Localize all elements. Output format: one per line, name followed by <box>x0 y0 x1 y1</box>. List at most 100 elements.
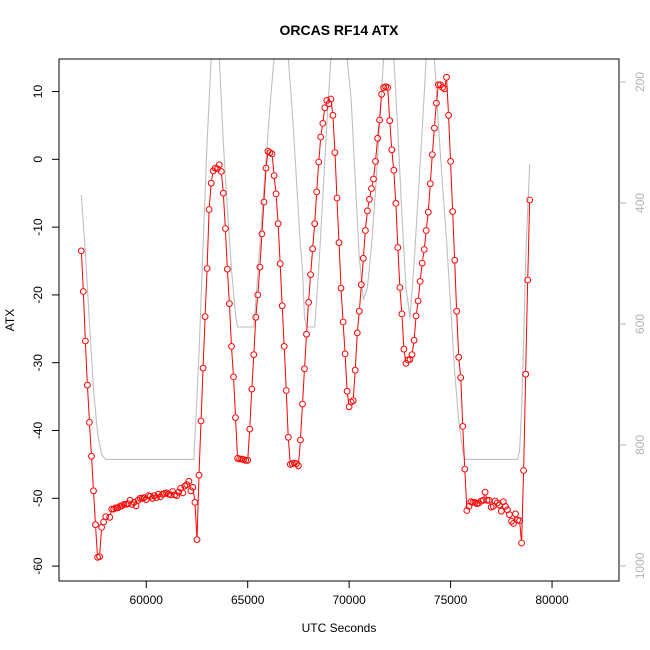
plot-area <box>77 59 534 561</box>
atx-line-segment <box>83 294 86 338</box>
atx-point <box>250 351 258 359</box>
atx-point <box>268 150 276 158</box>
atx-point <box>195 471 203 479</box>
atx-point <box>179 489 187 497</box>
atx-line-segment <box>229 307 232 344</box>
atx-line-segment <box>334 155 338 195</box>
atx-point <box>422 227 430 234</box>
atx-point <box>343 387 351 395</box>
atx-point <box>355 307 363 315</box>
atx-line-segment <box>318 140 321 159</box>
atx-point <box>408 351 416 359</box>
atx-point <box>463 507 471 514</box>
atx-line-segment <box>259 237 263 264</box>
atx-point <box>461 465 469 473</box>
atx-line-segment <box>255 298 258 314</box>
atx-point <box>254 291 262 299</box>
x-axis-label: UTC Seconds <box>302 621 377 635</box>
atx-line-segment <box>521 473 524 540</box>
atx-line-segment <box>365 214 368 228</box>
atx-line-segment <box>363 233 366 255</box>
atx-line-segment <box>302 372 305 401</box>
atx-point <box>351 366 359 374</box>
atx-point <box>96 553 103 560</box>
atx-point <box>272 190 280 198</box>
atx-point <box>260 198 268 206</box>
atx-point <box>394 244 402 251</box>
atx-point <box>92 521 99 529</box>
atx-line-segment <box>194 505 198 537</box>
atx-line-segment <box>314 195 317 221</box>
atx-point <box>376 116 384 124</box>
atx-point <box>222 225 229 232</box>
atx-point <box>424 208 432 216</box>
atx-point <box>284 433 292 441</box>
atx-line-segment <box>265 154 269 165</box>
y-tick-label: -40 <box>31 422 45 440</box>
atx-line-segment <box>527 203 531 277</box>
atx-line-segment <box>462 429 466 466</box>
atx-line-segment <box>261 205 265 231</box>
atx-point <box>457 374 465 382</box>
atx-point <box>378 90 386 98</box>
atx-point <box>228 343 235 350</box>
atx-point <box>256 263 264 271</box>
atx-line-segment <box>300 407 303 437</box>
atx-point <box>106 513 114 521</box>
atx-line-segment <box>275 197 279 221</box>
atx-point <box>390 166 398 174</box>
atx-point <box>459 423 467 430</box>
atx-line-segment <box>456 314 460 354</box>
atx-point <box>321 104 329 112</box>
y2-tick-label: 600 <box>633 314 647 334</box>
atx-line-segment <box>247 432 250 457</box>
y2-tick-label: 800 <box>633 435 647 455</box>
atx-line-segment <box>420 266 423 279</box>
atx-point <box>126 496 134 504</box>
atx-point <box>205 206 213 213</box>
atx-line-segment <box>413 319 417 337</box>
atx-point <box>175 488 183 496</box>
atx-line-segment <box>344 357 348 388</box>
atx-point <box>248 385 256 393</box>
atx-point <box>183 481 191 489</box>
atx-line-segment <box>401 317 405 346</box>
atx-point <box>199 364 207 372</box>
atx-line-segment <box>340 291 344 319</box>
y-tick-label: 0 <box>31 156 45 163</box>
atx-line-segment <box>285 393 289 434</box>
atx-point <box>276 260 284 268</box>
atx-point <box>481 488 489 496</box>
atx-point <box>130 499 138 506</box>
atx-point <box>142 496 150 504</box>
atx-line-segment <box>81 254 84 289</box>
atx-line-segment <box>393 173 397 201</box>
atx-line-segment <box>426 215 429 228</box>
atx-point <box>433 99 440 107</box>
atx-point <box>402 360 410 367</box>
atx-point <box>226 300 233 308</box>
atx-point <box>140 494 148 502</box>
atx-point <box>366 195 373 203</box>
atx-point <box>311 220 319 228</box>
atx-line-segment <box>375 141 378 159</box>
atx-point <box>191 499 199 506</box>
atx-point <box>497 507 505 515</box>
atx-point <box>153 494 160 502</box>
atx-line-segment <box>249 392 253 426</box>
atx-line-segment <box>93 494 96 522</box>
atx-point <box>280 343 288 350</box>
atx-line-segment <box>448 118 451 159</box>
atx-point <box>124 500 132 508</box>
atx-point <box>313 188 321 196</box>
atx-line-segment <box>225 231 228 266</box>
atx-line-segment <box>454 263 457 308</box>
atx-line-segment <box>263 171 267 199</box>
atx-point <box>400 345 408 353</box>
atx-point <box>236 455 244 463</box>
atx-line-segment <box>434 106 437 125</box>
atx-line-segment <box>359 288 362 308</box>
atx-point <box>518 539 525 547</box>
atx-line-segment <box>450 164 453 209</box>
atx-point <box>102 513 110 520</box>
